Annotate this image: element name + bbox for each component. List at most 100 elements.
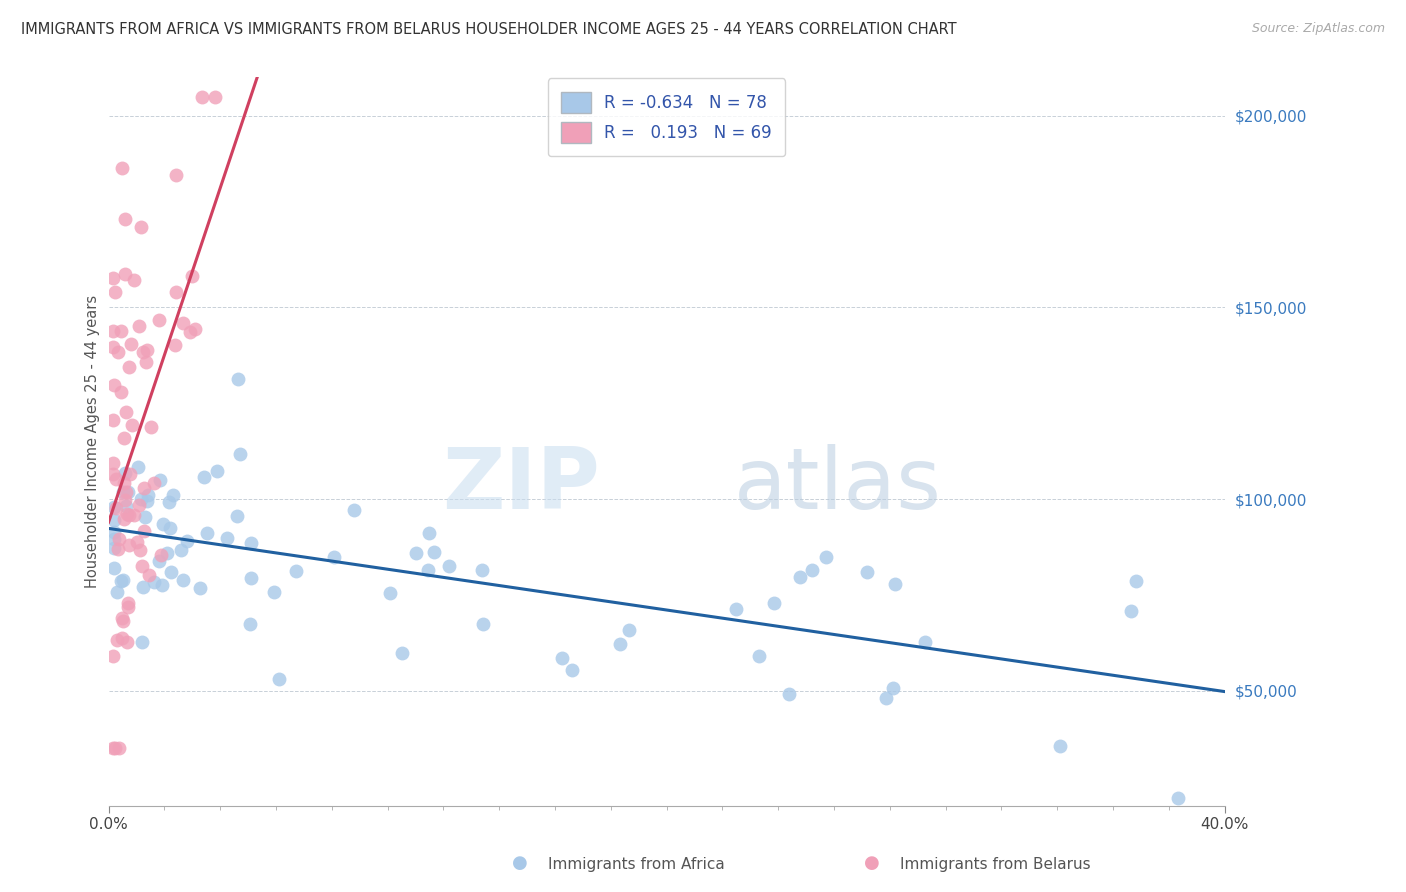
Point <box>176 534 198 549</box>
Point <box>267 672 290 686</box>
Point <box>343 503 366 517</box>
Point <box>855 565 877 579</box>
Point <box>122 508 145 522</box>
Point <box>127 459 149 474</box>
Point <box>101 340 124 354</box>
Point <box>101 467 124 481</box>
Point <box>101 271 124 285</box>
Point <box>207 464 229 478</box>
Text: Source: ZipAtlas.com: Source: ZipAtlas.com <box>1251 22 1385 36</box>
Point <box>112 432 135 446</box>
Point <box>101 413 124 427</box>
Point <box>181 268 204 283</box>
Point <box>117 600 139 615</box>
Point <box>120 467 142 481</box>
Point <box>162 488 184 502</box>
Point <box>101 648 124 663</box>
Point <box>139 420 162 434</box>
Point <box>110 574 132 588</box>
Point <box>128 318 150 333</box>
Point <box>118 538 141 552</box>
Point <box>609 638 631 652</box>
Point <box>169 542 191 557</box>
Point <box>105 633 128 648</box>
Point <box>172 316 194 330</box>
Point <box>112 485 135 500</box>
Point <box>184 321 207 335</box>
Point <box>129 492 152 507</box>
Point <box>114 467 136 481</box>
Point <box>150 548 173 562</box>
Point <box>883 577 905 591</box>
Point <box>122 273 145 287</box>
Point <box>104 500 127 515</box>
Point <box>105 472 128 486</box>
Point <box>118 359 141 374</box>
Point <box>148 554 170 568</box>
Point <box>132 344 155 359</box>
Text: ZIP: ZIP <box>441 443 599 526</box>
Point <box>229 447 252 461</box>
Point <box>1125 574 1147 588</box>
Point <box>132 580 155 594</box>
Point <box>114 485 136 500</box>
Point <box>814 549 837 564</box>
Point <box>138 488 160 502</box>
Point <box>107 541 129 556</box>
Point <box>617 623 640 637</box>
Point <box>101 741 124 756</box>
Point <box>762 596 785 610</box>
Text: Immigrants from Africa: Immigrants from Africa <box>548 857 725 872</box>
Point <box>416 563 439 577</box>
Point <box>179 326 201 340</box>
Point <box>105 585 128 599</box>
Point <box>152 517 174 532</box>
Text: atlas: atlas <box>734 443 942 526</box>
Point <box>114 493 136 508</box>
Point <box>1121 603 1143 617</box>
Point <box>156 546 179 560</box>
Point <box>115 405 138 419</box>
Point <box>117 507 139 521</box>
Point <box>148 313 170 327</box>
Point <box>471 563 494 577</box>
Point <box>551 650 574 665</box>
Point <box>103 513 125 527</box>
Point <box>204 89 226 103</box>
Point <box>103 524 125 539</box>
Point <box>160 565 183 579</box>
Point <box>143 476 166 491</box>
Point <box>115 635 138 649</box>
Point <box>1167 791 1189 805</box>
Point <box>136 343 159 358</box>
Point <box>725 601 748 615</box>
Point <box>131 634 153 648</box>
Point <box>191 89 214 103</box>
Point <box>103 500 125 515</box>
Point <box>240 535 263 549</box>
Point <box>165 285 187 300</box>
Point <box>226 371 249 385</box>
Point <box>172 573 194 587</box>
Y-axis label: Householder Income Ages 25 - 44 years: Householder Income Ages 25 - 44 years <box>86 295 100 588</box>
Point <box>789 569 811 583</box>
Point <box>226 509 249 524</box>
Point <box>132 481 155 495</box>
Point <box>131 558 153 573</box>
Point <box>875 691 897 706</box>
Point <box>405 546 427 560</box>
Point <box>108 532 131 546</box>
Point <box>422 544 444 558</box>
Point <box>437 558 460 573</box>
Point <box>138 568 160 582</box>
Point <box>149 474 172 488</box>
Legend: R = -0.634   N = 78, R =   0.193   N = 69: R = -0.634 N = 78, R = 0.193 N = 69 <box>548 78 786 156</box>
Point <box>111 161 134 175</box>
Point <box>914 635 936 649</box>
Point <box>101 456 124 470</box>
Point <box>104 285 127 300</box>
Point <box>418 526 440 541</box>
Point <box>129 219 152 234</box>
Point <box>114 212 136 227</box>
Point <box>108 741 131 756</box>
